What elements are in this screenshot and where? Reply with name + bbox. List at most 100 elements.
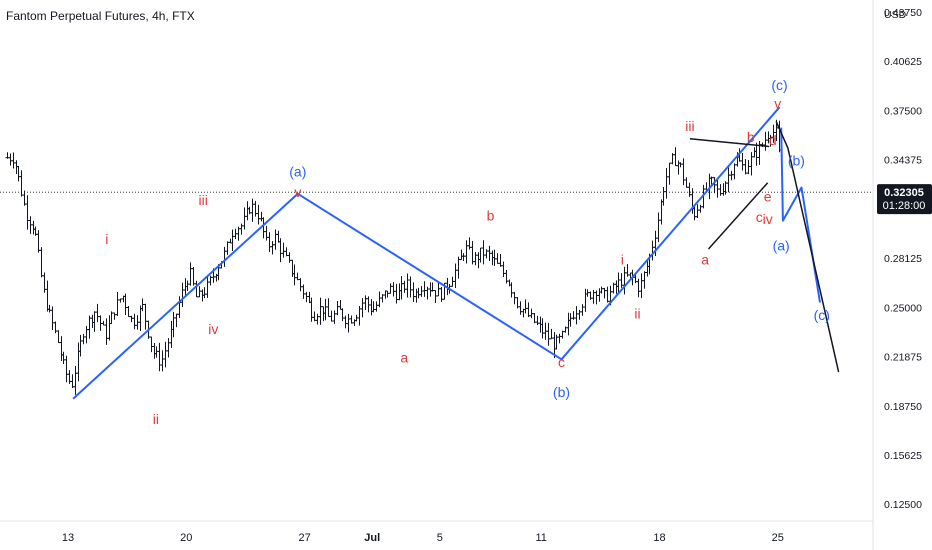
candle [583,288,588,312]
candle [197,286,202,298]
triangle-upper-line [689,137,770,148]
candle [678,162,683,168]
wave-label-red: d [769,132,777,148]
candle [312,311,317,322]
candle [518,301,523,315]
candle [36,230,41,253]
current-price-value: 0.32305 [884,187,924,199]
candle [239,223,244,235]
wave-line-blue [72,106,781,400]
candle [597,288,602,302]
wave-label-red: v [774,96,781,112]
candle [132,313,137,330]
candle [264,225,269,241]
candle [307,291,312,304]
candle [453,263,458,288]
candle [602,287,607,299]
candle [230,229,235,252]
candle [338,299,343,310]
candle [540,318,545,339]
candle [242,207,247,230]
y-tick-label: 0.21875 [884,352,922,364]
candle [318,297,323,325]
wave-label-red: c [756,209,763,225]
candle [81,333,86,345]
y-tick-label: 0.28125 [884,253,922,265]
wave-label-red: v [294,184,301,200]
candle [278,238,283,263]
y-tick-label: 0.40625 [884,56,922,68]
candle [484,249,489,259]
candle [636,278,641,298]
triangle-lower-line [707,182,769,250]
candle [681,158,686,186]
wave-label-red: b [487,208,495,224]
candle [180,282,185,308]
candle [205,276,210,298]
candle [746,159,751,175]
current-price-badge-bg [877,184,932,215]
candle [726,166,731,193]
candle [673,147,678,167]
candle [763,131,768,151]
x-tick-label: 11 [535,532,546,544]
candle [695,204,700,219]
candle [19,170,24,197]
candle [61,351,66,364]
candle [509,282,514,298]
wave-label-red: c [558,354,565,370]
candle [107,315,112,341]
candle [422,281,427,297]
candle [360,298,365,318]
candle [295,272,300,281]
candle [546,322,551,346]
candle [166,338,171,358]
candle [76,342,81,382]
candle [394,283,399,304]
candle [740,153,745,171]
y-tick-label: 0.37500 [884,105,922,117]
x-tick-label: Jul [364,532,380,544]
candle [138,305,143,332]
candle [284,247,289,257]
candle [343,315,348,329]
candle [14,160,19,174]
candle [369,299,374,316]
candle [656,212,661,243]
candle [698,204,703,213]
candle [616,272,621,293]
candle [591,290,596,304]
wave-label-blue: (c) [771,77,787,93]
candle [659,199,664,225]
candle [436,282,441,297]
wave-label-blue: (a) [773,238,790,254]
candle [419,286,424,297]
candle [363,295,368,311]
candle [473,251,478,266]
wave-label-blue: (b) [788,152,805,168]
candle [664,167,669,199]
candle [154,346,159,358]
candle [191,267,196,286]
candle [309,297,314,322]
current-price-countdown: 01:28:00 [883,200,926,212]
candle [59,336,64,361]
wave-label-red: iii [199,192,208,208]
candle [676,160,681,175]
candle [84,325,89,344]
candle [259,211,264,222]
candle [523,299,528,314]
candle [276,230,281,243]
candle [287,252,292,263]
candle [340,308,345,322]
x-tick-label: 27 [298,532,310,544]
candle [160,350,165,372]
candle [112,312,117,320]
candle [47,304,52,313]
wave-projection-black [775,120,840,373]
candle [292,264,297,286]
candle [222,246,227,267]
candle [225,241,230,256]
